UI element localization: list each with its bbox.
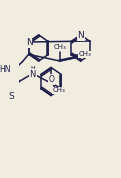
Text: CH₃: CH₃ xyxy=(78,51,91,57)
Text: N: N xyxy=(77,32,84,41)
Text: CH₃: CH₃ xyxy=(52,88,65,93)
Text: HN: HN xyxy=(0,65,11,74)
Text: N: N xyxy=(26,38,33,47)
Text: H: H xyxy=(30,66,35,71)
Text: CH₃: CH₃ xyxy=(53,44,66,50)
Text: S: S xyxy=(8,92,14,101)
Text: O: O xyxy=(48,75,54,84)
Text: N: N xyxy=(30,70,36,79)
